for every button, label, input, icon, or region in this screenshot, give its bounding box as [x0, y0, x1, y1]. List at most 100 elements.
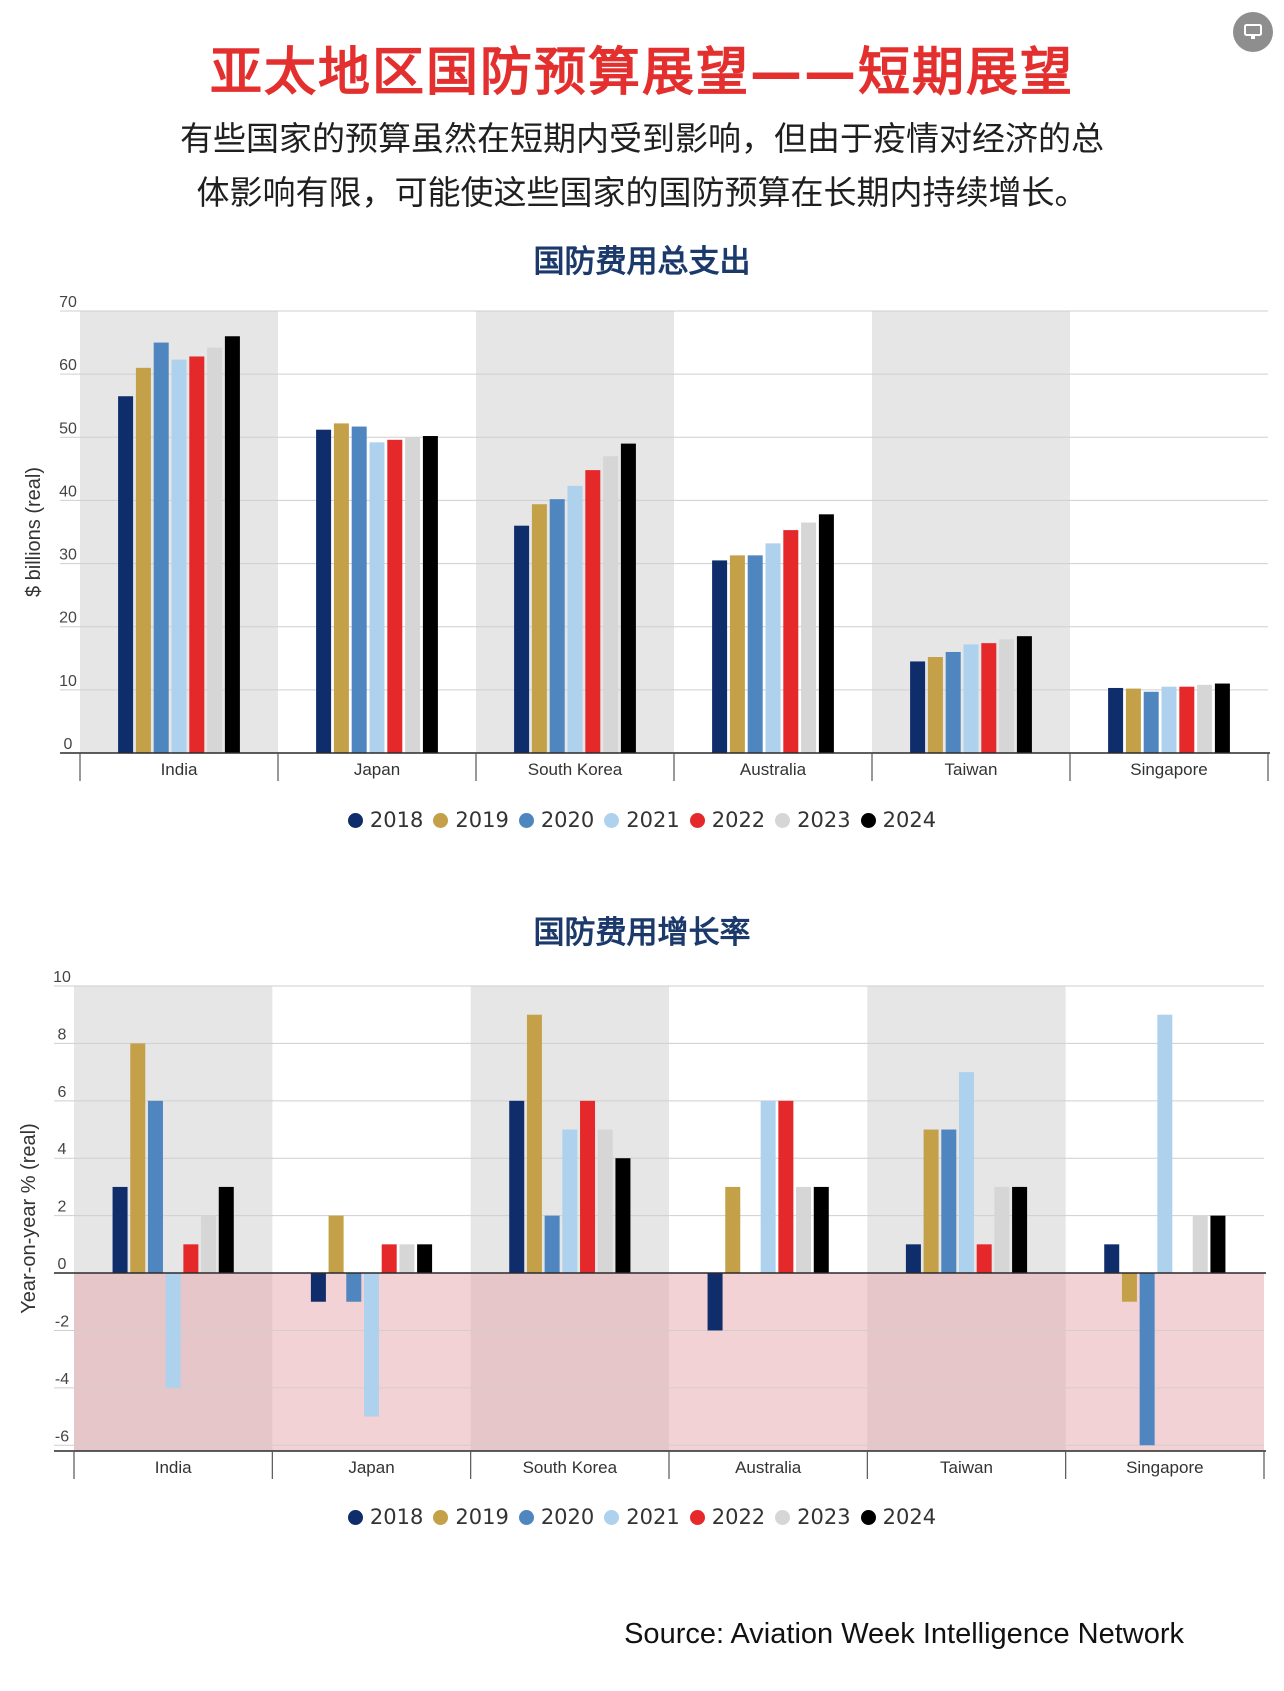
legend-label: 2022	[711, 808, 766, 832]
y-tick-label: -4	[55, 1371, 69, 1388]
bar-taiwan-2018	[910, 661, 926, 753]
bar-india-2022	[183, 1244, 199, 1274]
legend-label: 2023	[797, 808, 851, 832]
category-label-india: India	[161, 760, 198, 779]
bar-australia-2024	[818, 514, 834, 753]
bar-australia-2023	[796, 1186, 812, 1274]
legend-swatch	[775, 1510, 791, 1525]
category-label-singapore: Singapore	[1130, 760, 1208, 779]
legend-label: 2018	[369, 1505, 424, 1529]
legend-item-2024: 2024	[860, 808, 937, 832]
bar-japan-2022	[381, 1244, 397, 1274]
bar-japan-2022	[387, 439, 403, 753]
bar-taiwan-2024	[1012, 1186, 1028, 1274]
category-label-south-korea: South Korea	[523, 1458, 618, 1477]
legend-label: 2022	[711, 1505, 766, 1529]
bar-india-2019	[130, 1043, 146, 1274]
legend-item-2020: 2020	[518, 1505, 594, 1529]
legend-item-2023: 2023	[775, 1505, 851, 1529]
presentation-screen-icon	[1244, 24, 1262, 39]
bar-australia-2023	[801, 522, 817, 753]
present-button[interactable]	[1233, 12, 1273, 52]
bar-singapore-2018	[1108, 687, 1124, 753]
y-tick-label: 8	[58, 1026, 67, 1043]
subtitle-line-2: 体影响有限，可能使这些国家的国防预算在长期内持续增长。	[196, 173, 1088, 212]
y-tick-label: 70	[59, 294, 77, 311]
bar-taiwan-2021	[963, 644, 979, 753]
bar-south-korea-2018	[509, 1100, 525, 1274]
y-tick-label: 10	[59, 673, 77, 690]
legend-swatch	[518, 1510, 534, 1525]
bar-south-korea-2019	[531, 504, 547, 753]
legend-label: 2019	[455, 808, 509, 832]
source-note: Source: Aviation Week Intelligence Netwo…	[624, 1618, 1184, 1650]
bar-japan-2019	[328, 1215, 344, 1274]
bar-australia-2024	[813, 1186, 829, 1274]
category-label-singapore: Singapore	[1126, 1458, 1204, 1477]
bar-taiwan-2020	[941, 1129, 957, 1274]
legend-label: 2020	[540, 808, 595, 832]
y-tick-label: -6	[55, 1428, 69, 1445]
legend-label: 2024	[882, 808, 937, 832]
y-axis-label: Year-on-year % (real)	[18, 1123, 40, 1313]
bar-india-2021	[171, 359, 187, 753]
bar-singapore-2020	[1139, 1273, 1155, 1446]
bar-singapore-2023	[1192, 1215, 1208, 1274]
bar-south-korea-2024	[620, 443, 636, 753]
bar-taiwan-2023	[999, 639, 1015, 753]
legend-label: 2018	[369, 808, 424, 832]
bar-singapore-2019	[1121, 1273, 1137, 1302]
chart-legend-total-spending: 2018 2019 2020 2021 2022 2023 2024	[0, 808, 1284, 832]
bar-australia-2020	[747, 555, 763, 753]
bar-india-2022	[189, 356, 205, 753]
chart-legend-growth-rate: 2018 2019 2020 2021 2022 2023 2024	[0, 1505, 1284, 1529]
bar-south-korea-2023	[597, 1129, 613, 1274]
bar-singapore-2021	[1157, 1014, 1173, 1274]
bar-india-2018	[112, 1186, 128, 1274]
legend-label: 2021	[626, 1505, 680, 1529]
bar-india-2024	[224, 336, 240, 753]
bar-south-korea-2021	[567, 485, 583, 753]
legend-swatch	[604, 1510, 620, 1525]
legend-item-2020: 2020	[518, 808, 595, 832]
bar-japan-2018	[310, 1273, 326, 1302]
y-tick-label: 60	[59, 357, 77, 374]
bar-japan-2020	[346, 1273, 362, 1302]
bar-taiwan-2019	[923, 1129, 939, 1274]
negative-region	[74, 1273, 1264, 1451]
bar-india-2024	[218, 1186, 234, 1274]
y-tick-label: 4	[58, 1141, 67, 1158]
bar-japan-2020	[351, 426, 367, 753]
legend-swatch	[347, 1510, 363, 1525]
bar-japan-2021	[369, 442, 385, 753]
bar-south-korea-2020	[544, 1215, 560, 1274]
bar-australia-2022	[778, 1100, 794, 1274]
bar-singapore-2019	[1125, 688, 1141, 753]
bar-australia-2021	[760, 1100, 776, 1274]
y-tick-label: 30	[59, 547, 77, 564]
bar-india-2020	[153, 342, 169, 753]
bar-south-korea-2022	[580, 1100, 596, 1274]
subtitle-line-1: 有些国家的预算虽然在短期内受到影响，但由于疫情对经济的总	[180, 119, 1104, 158]
legend-item-2021: 2021	[604, 808, 680, 832]
bar-india-2021	[165, 1273, 181, 1388]
y-axis-label: $ billions (real)	[23, 467, 45, 597]
bar-taiwan-2023	[994, 1186, 1010, 1274]
legend-item-2018: 2018	[347, 1505, 424, 1529]
bar-south-korea-2020	[549, 499, 565, 753]
category-label-australia: Australia	[740, 760, 807, 779]
legend-swatch	[433, 813, 449, 828]
bar-singapore-2020	[1143, 691, 1159, 753]
category-label-japan: Japan	[354, 760, 400, 779]
y-tick-label: 6	[58, 1084, 67, 1101]
bar-singapore-2022	[1179, 686, 1195, 753]
bar-australia-2021	[765, 543, 781, 753]
y-tick-label: 10	[53, 969, 71, 986]
bar-japan-2021	[364, 1273, 379, 1417]
bar-singapore-2024	[1210, 1215, 1226, 1274]
legend-item-2019: 2019	[433, 808, 509, 832]
bar-taiwan-2022	[976, 1244, 992, 1274]
bar-india-2023	[201, 1215, 217, 1274]
legend-item-2023: 2023	[775, 808, 851, 832]
legend-swatch	[518, 813, 534, 828]
